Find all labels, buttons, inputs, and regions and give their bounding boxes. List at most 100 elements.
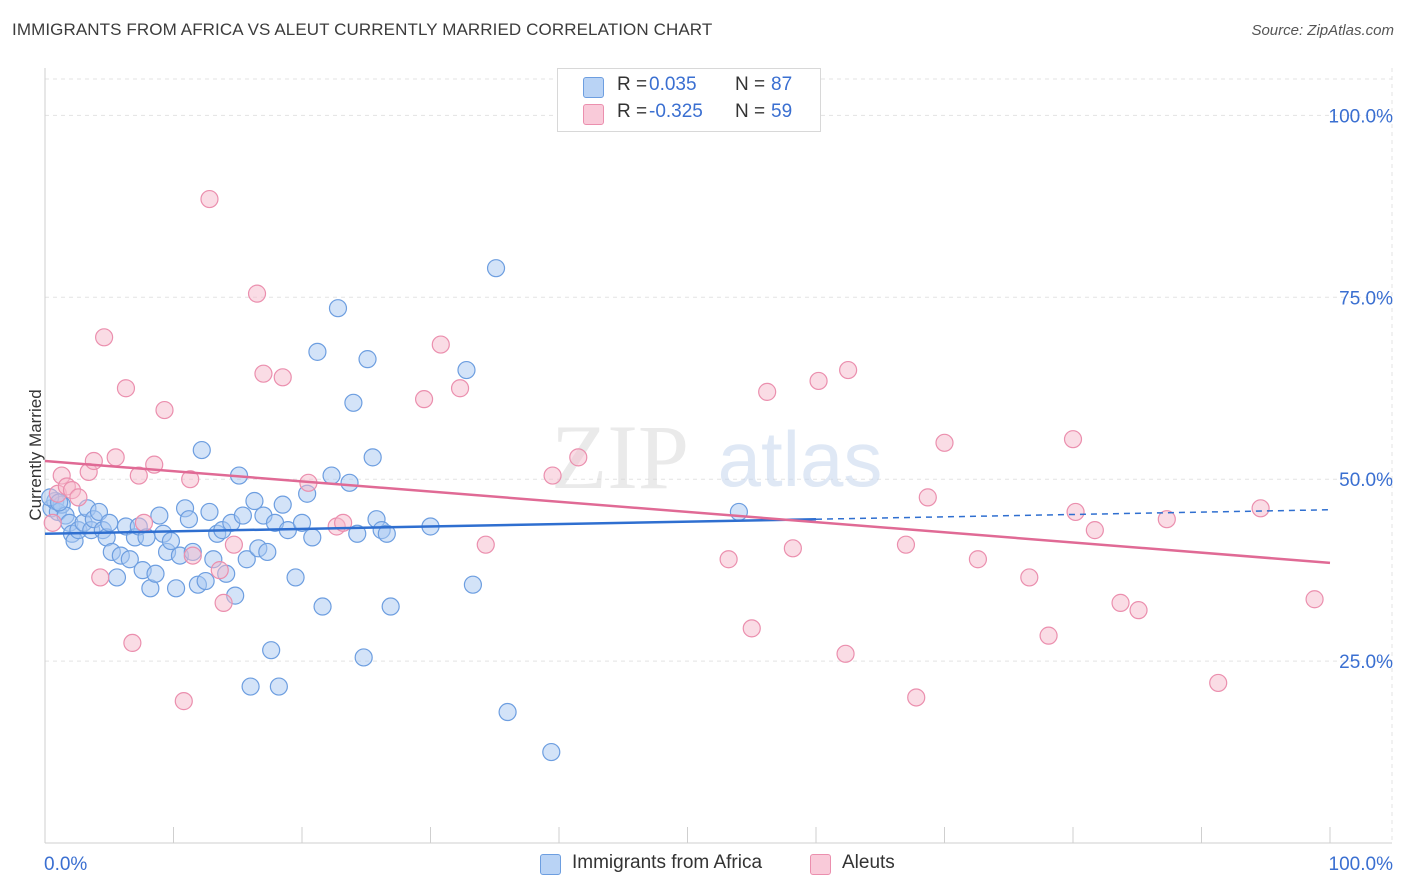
data-point-aleuts [84, 451, 103, 471]
data-point-africa [486, 259, 506, 278]
source-credit: Source: ZipAtlas.com [1251, 22, 1394, 39]
data-point-africa [457, 360, 476, 380]
data-point-aleuts [224, 535, 243, 554]
legend-r-value: -0.325 [649, 101, 703, 122]
data-point-africa [245, 491, 264, 511]
data-point-africa [179, 510, 199, 529]
data-point-africa [344, 393, 363, 412]
data-point-aleuts [1129, 601, 1148, 620]
axes [44, 68, 1392, 844]
data-point-aleuts [719, 550, 738, 569]
x-tick-label: 0.0% [44, 854, 87, 875]
data-point-africa [348, 524, 367, 543]
data-point-africa [498, 702, 517, 722]
legend-swatch-africa [583, 77, 604, 98]
data-point-africa [377, 524, 396, 543]
legend-stats: R = 0.035 N = 87 R = -0.325 N = 59 [557, 68, 821, 132]
data-point-aleuts [1020, 568, 1039, 587]
data-point-aleuts [758, 382, 777, 401]
data-point-aleuts [1085, 521, 1104, 540]
data-point-aleuts [69, 488, 88, 507]
data-point-africa [340, 473, 359, 492]
data-point-aleuts [116, 379, 136, 398]
data-point-africa [233, 506, 252, 525]
data-point-aleuts [1305, 590, 1324, 609]
data-point-africa [313, 597, 332, 616]
data-point-africa [729, 502, 749, 522]
data-point-aleuts [129, 466, 148, 485]
data-point-aleuts [247, 284, 267, 303]
legend-r-label: R = [617, 101, 648, 122]
data-point-aleuts [95, 328, 114, 347]
data-point-africa [354, 648, 373, 667]
data-point-africa [100, 513, 119, 532]
data-point-aleuts [43, 513, 62, 532]
data-point-africa [292, 513, 312, 532]
data-point-aleuts [783, 539, 802, 558]
data-point-africa [363, 448, 382, 467]
y-tick-label: 25.0% [1339, 652, 1393, 673]
legend-swatch-aleuts [810, 854, 831, 875]
data-point-aleuts [155, 400, 174, 420]
data-point-aleuts [123, 633, 142, 653]
watermark: ZIP atlas [551, 406, 882, 508]
data-point-aleuts [1251, 499, 1270, 518]
data-point-aleuts [174, 692, 193, 711]
data-point-aleuts [935, 433, 954, 452]
data-point-aleuts [431, 335, 450, 354]
legend-r-value: 0.035 [649, 74, 697, 95]
data-point-africa [269, 677, 288, 696]
data-point-aleuts [543, 466, 562, 485]
data-point-africa [286, 568, 305, 587]
data-point-africa [192, 440, 211, 460]
legend-swatch-aleuts [583, 104, 604, 125]
data-point-africa [120, 550, 139, 569]
data-point-africa [381, 597, 400, 616]
data-point-aleuts [569, 448, 588, 467]
data-point-africa [146, 564, 165, 583]
data-point-aleuts [106, 448, 125, 467]
legend-n-label: N = [735, 74, 766, 95]
data-point-aleuts [183, 546, 202, 565]
data-point-africa [196, 571, 215, 591]
data-point-africa [328, 299, 348, 318]
legend-n-value: 59 [771, 101, 793, 122]
legend-n-value: 87 [771, 74, 793, 95]
data-point-aleuts [254, 364, 273, 383]
data-point-africa [107, 568, 127, 587]
data-point-aleuts [1063, 430, 1083, 449]
data-point-aleuts [181, 470, 200, 489]
trendline-africa [44, 517, 817, 536]
data-point-aleuts [273, 368, 292, 387]
data-point-africa [262, 641, 281, 660]
data-point-africa [308, 342, 327, 361]
data-point-africa [322, 466, 341, 485]
data-point-aleuts [809, 371, 828, 391]
data-point-africa [258, 542, 277, 562]
data-point-aleuts [91, 568, 110, 587]
data-point-africa [303, 528, 322, 547]
trendline-aleuts [44, 459, 1331, 565]
data-point-aleuts [134, 513, 154, 532]
data-point-aleuts [836, 644, 855, 663]
data-point-africa [542, 742, 561, 762]
data-point-aleuts [907, 688, 926, 707]
data-point-aleuts [1157, 510, 1176, 529]
legend-label-aleuts: Aleuts [842, 852, 895, 873]
trend-lines [44, 459, 1331, 565]
data-point-aleuts [1209, 673, 1228, 693]
legend-r-label: R = [617, 74, 648, 95]
watermark-atlas: atlas [718, 415, 883, 503]
data-point-aleuts [200, 189, 219, 209]
data-point-aleuts [839, 360, 858, 380]
tick-labels: 25.0% 50.0% 75.0% 100.0% 0.0% 100.0% [44, 106, 1393, 875]
data-point-aleuts [1111, 593, 1130, 612]
data-point-aleuts [214, 593, 233, 612]
data-point-aleuts [414, 390, 434, 409]
data-point-africa [161, 531, 181, 551]
x-tick-label: 100.0% [1329, 854, 1394, 875]
y-tick-label: 100.0% [1329, 106, 1394, 127]
legend-label-africa: Immigrants from Africa [572, 852, 763, 873]
data-point-aleuts [968, 550, 988, 569]
